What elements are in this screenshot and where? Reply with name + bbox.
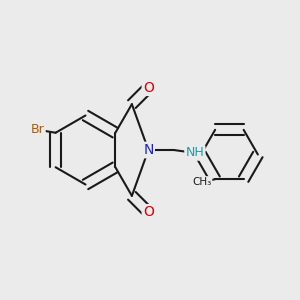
- Text: Br: Br: [31, 123, 44, 136]
- Text: CH₃: CH₃: [192, 177, 211, 187]
- Text: N: N: [143, 143, 154, 157]
- Text: NH: NH: [185, 146, 204, 160]
- Text: O: O: [143, 81, 154, 95]
- Text: O: O: [143, 205, 154, 219]
